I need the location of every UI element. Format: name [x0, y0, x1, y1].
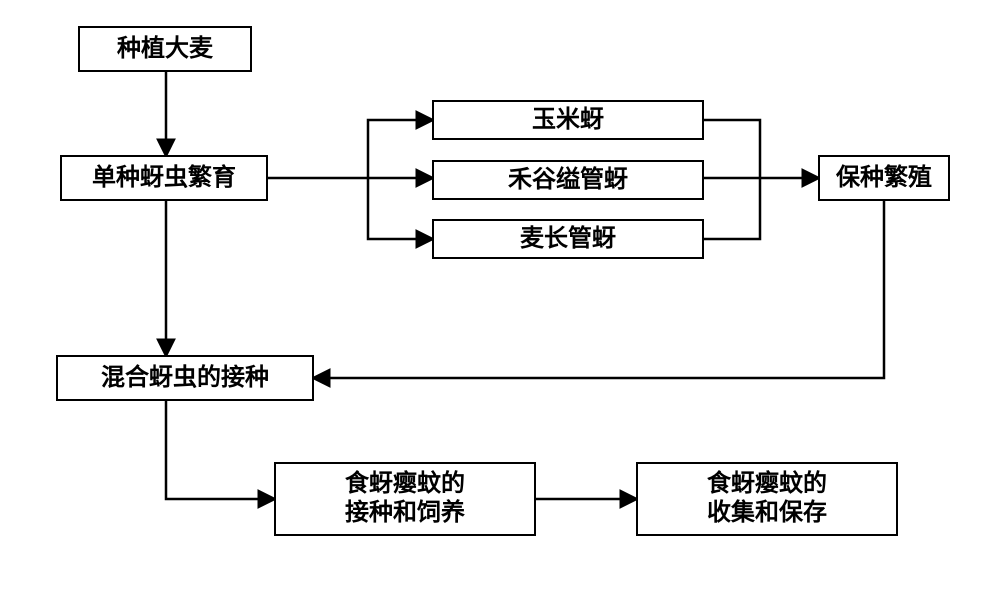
node-n6: 保种繁殖	[818, 155, 950, 201]
node-n1: 种植大麦	[78, 26, 252, 72]
node-n7: 混合蚜虫的接种	[56, 355, 314, 401]
node-n5: 麦长管蚜	[432, 219, 704, 259]
edge-6	[704, 120, 760, 178]
flowchart-canvas: 种植大麦单种蚜虫繁育 玉米蚜禾谷缢管蚜麦长管蚜 保种繁殖混合蚜虫的接种食蚜瘿蚊的 接…	[0, 0, 1000, 596]
edge-10	[166, 401, 274, 499]
edge-7	[704, 178, 760, 239]
edge-5	[368, 178, 432, 239]
edge-3	[368, 120, 432, 178]
node-n9: 食蚜瘿蚊的 收集和保存	[636, 462, 898, 536]
node-n3: 玉米蚜	[432, 100, 704, 140]
node-n8: 食蚜瘿蚊的 接种和饲养	[274, 462, 536, 536]
node-n2: 单种蚜虫繁育	[60, 155, 268, 201]
node-n4: 禾谷缢管蚜	[432, 160, 704, 200]
